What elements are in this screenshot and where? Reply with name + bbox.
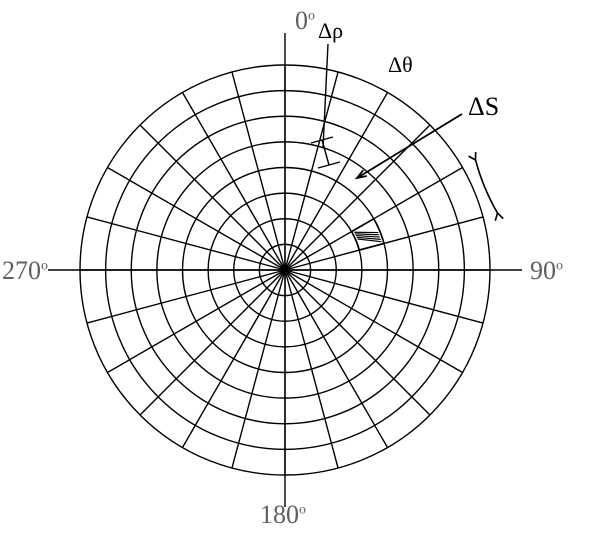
polar-grid-svg xyxy=(0,0,603,538)
axis-label-left-sup: o xyxy=(41,258,48,273)
axis-label-top-sup: o xyxy=(308,8,315,23)
axis-label-right: 90o xyxy=(530,256,563,286)
axis-label-left-text: 270 xyxy=(2,256,41,285)
axis-label-top-text: 0 xyxy=(295,6,308,35)
label-delta-s: ΔS xyxy=(468,92,499,122)
label-delta-theta: Δθ xyxy=(388,52,413,78)
axis-label-right-sup: o xyxy=(556,258,563,273)
polar-diagram: { "diagram": { "type": "polar-grid", "ce… xyxy=(0,0,603,538)
label-delta-rho: Δρ xyxy=(318,18,343,44)
axis-label-bottom-sup: o xyxy=(299,502,306,517)
axis-label-bottom-text: 180 xyxy=(260,500,299,529)
axis-label-left: 270o xyxy=(2,256,48,286)
axis-label-bottom: 180o xyxy=(260,500,306,530)
axis-label-right-text: 90 xyxy=(530,256,556,285)
axis-label-top: 0o xyxy=(295,6,315,36)
